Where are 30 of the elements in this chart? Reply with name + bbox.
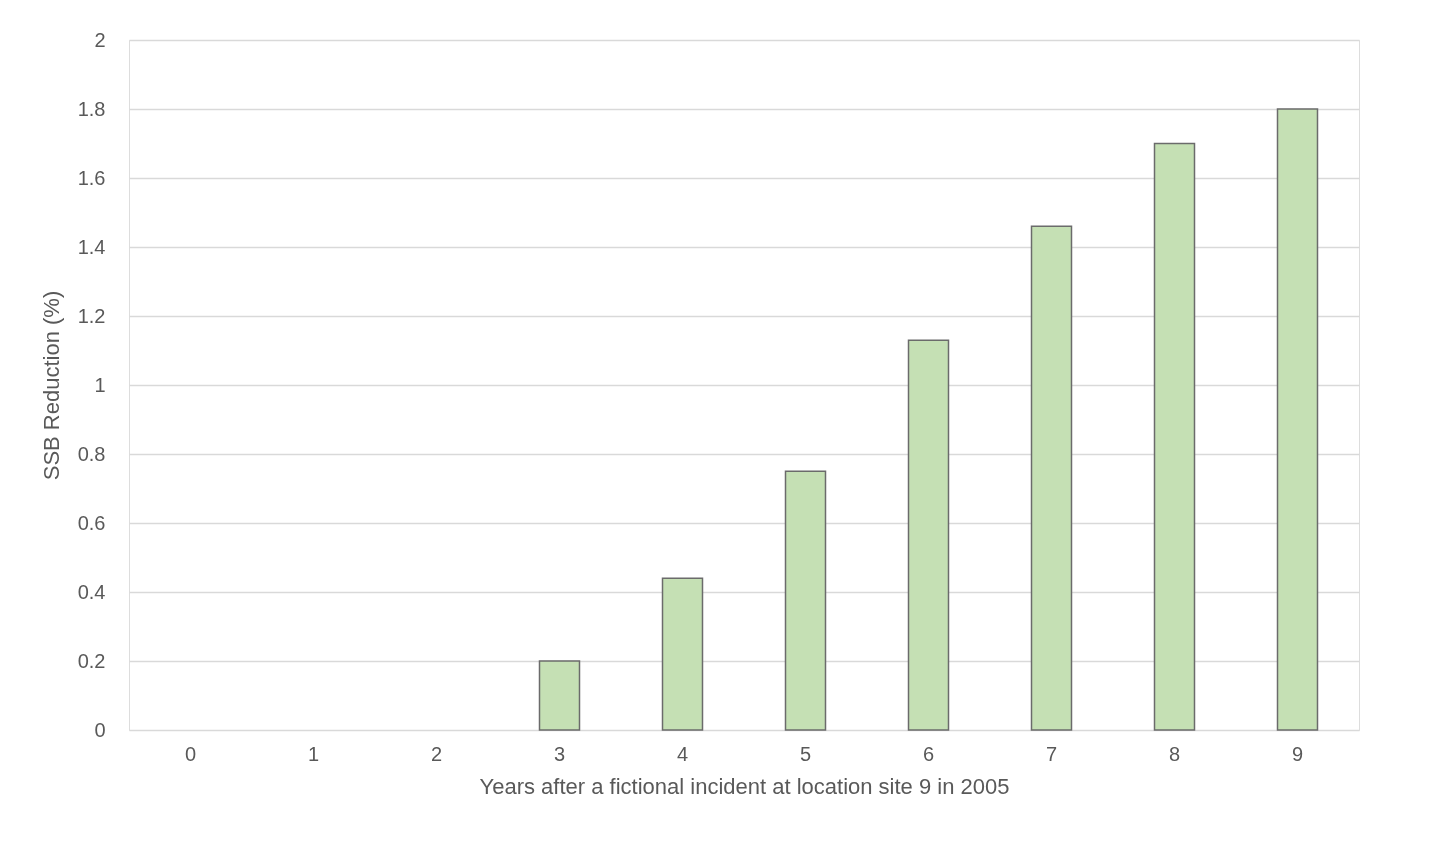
y-tick-label: 0.4 [77, 580, 106, 603]
y-tick-label: 1.8 [77, 97, 106, 120]
y-tick-label: 0.2 [77, 649, 106, 672]
x-tick-label: 2 [430, 742, 443, 765]
bar [538, 660, 581, 731]
y-tick-label: 1 [94, 373, 106, 396]
y-tick-label: 2 [94, 28, 106, 51]
y-axis-title: SSB Reduction (%) [38, 290, 64, 481]
bar [784, 470, 827, 731]
x-tick-label: 1 [307, 742, 320, 765]
y-tick-label: 1.4 [77, 235, 106, 258]
y-tick-label: 0.8 [77, 442, 106, 465]
x-tick-label: 3 [553, 742, 566, 765]
bar [1030, 225, 1073, 731]
x-tick-label: 9 [1291, 742, 1304, 765]
y-tick-label: 0.6 [77, 511, 106, 534]
y-tick-label: 1.2 [77, 304, 106, 327]
y-tick-label: 0 [94, 718, 106, 741]
x-axis-title: Years after a fictional incident at location site 9 in 2005 [479, 773, 1010, 799]
bar [907, 339, 950, 731]
x-tick-label: 8 [1168, 742, 1181, 765]
x-tick-label: 7 [1045, 742, 1058, 765]
bar [1153, 142, 1196, 731]
bar [661, 577, 704, 731]
x-tick-label: 4 [676, 742, 689, 765]
x-tick-label: 0 [184, 742, 197, 765]
x-tick-label: 6 [922, 742, 935, 765]
y-tick-label: 1.6 [77, 166, 106, 189]
bar [1276, 108, 1319, 731]
x-tick-label: 5 [799, 742, 812, 765]
